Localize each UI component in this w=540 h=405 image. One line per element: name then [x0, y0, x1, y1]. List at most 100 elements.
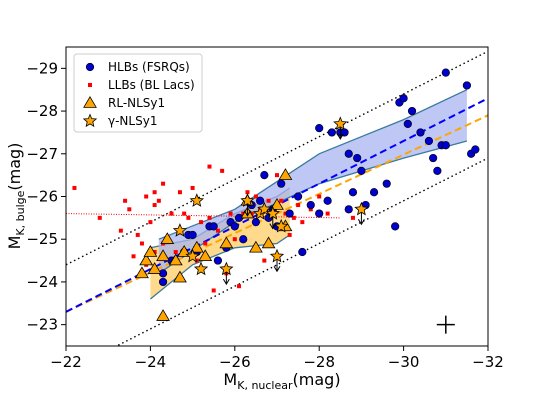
llb-point	[156, 198, 161, 203]
llb-point	[241, 211, 246, 216]
hlb-point	[348, 188, 358, 197]
llb-point	[152, 250, 157, 255]
legend-llb-label: LLBs (BL Lacs)	[108, 78, 195, 92]
hlb-point	[213, 256, 223, 265]
upper-limit-arrowhead	[336, 133, 344, 140]
hlb-point	[260, 171, 269, 180]
rl-nlsy1-point	[135, 266, 149, 279]
llb-point	[207, 164, 212, 169]
upper-limit-arrowhead	[357, 219, 365, 226]
hlb-point	[353, 153, 362, 163]
llb-point	[283, 211, 288, 216]
y-tick-label: −28	[26, 102, 58, 120]
llb-point	[220, 168, 225, 173]
llb-point	[203, 241, 208, 246]
legend-gamma-nlsy1-marker	[82, 113, 98, 128]
llb-point	[148, 220, 153, 225]
hlb-point	[239, 235, 248, 244]
llb-point	[152, 203, 157, 208]
llb-point	[207, 215, 212, 220]
gamma-nlsy1-point	[172, 223, 188, 237]
llb-point	[300, 220, 305, 225]
hlb-point	[407, 106, 417, 116]
hlb-point	[441, 68, 450, 77]
llb-fit-line	[66, 213, 341, 219]
x-tick-label: −28	[303, 353, 335, 371]
rl-nlsy1-point	[189, 240, 204, 253]
hlb-point	[323, 196, 332, 205]
rl-nlsy1-point	[156, 309, 170, 321]
hlb-point	[399, 94, 408, 103]
llb-point	[194, 258, 199, 263]
llb-point	[325, 211, 330, 216]
hlb-point	[209, 222, 218, 231]
rl-nlsy1-point	[198, 249, 213, 262]
llb-point	[266, 198, 271, 203]
upper-limit-arrowhead	[222, 278, 230, 286]
rl-nlsy1-point	[219, 236, 234, 249]
y-axis-label: MK, bulge(mag)	[5, 143, 27, 250]
hlb-point	[416, 128, 425, 137]
llb-point	[308, 207, 313, 212]
rl-nlsy1-point	[139, 253, 154, 266]
gamma-nlsy1-point	[185, 248, 200, 263]
legend-hlb-marker	[85, 62, 95, 72]
llb-point	[169, 211, 174, 216]
hlb-point	[462, 81, 472, 90]
llb-point	[249, 211, 254, 216]
llb-point	[177, 190, 182, 195]
rl-nlsy1-point	[173, 270, 187, 283]
llb-point	[131, 254, 136, 259]
llb-point	[317, 194, 322, 199]
rl-nlsy1-point	[177, 245, 192, 257]
hlb-point	[344, 149, 353, 158]
hlb-point	[315, 209, 324, 218]
hlb-point	[424, 136, 434, 146]
llb-point	[123, 198, 128, 203]
rl-nlsy1-point	[261, 236, 276, 249]
x-tick-label: −32	[472, 353, 504, 371]
llb-point	[228, 211, 233, 216]
llb-point	[127, 207, 132, 212]
hlb-point	[256, 196, 265, 205]
hlb-point	[277, 179, 286, 188]
llb-point	[232, 237, 237, 242]
llb-point	[161, 181, 166, 186]
gamma-nlsy1-point	[354, 201, 369, 216]
hlb-point	[285, 209, 294, 218]
llb-point	[350, 215, 355, 220]
hlb-point	[357, 166, 366, 175]
legend-gamma-nlsy1-label: γ-NLSy1	[108, 114, 157, 128]
x-tick-label: −30	[388, 353, 420, 371]
llb-point	[253, 194, 258, 199]
hlb-point	[471, 145, 480, 154]
gamma-nlsy1-point	[333, 116, 348, 130]
x-tick-label: −24	[135, 353, 167, 371]
hlb-point	[382, 179, 391, 188]
hlb-point	[306, 200, 315, 210]
llb-point	[291, 215, 296, 220]
rl-nlsy1-point	[168, 253, 183, 266]
llb-point	[199, 220, 204, 225]
llb-point	[118, 228, 123, 233]
rl-nlsy1-point	[278, 168, 293, 180]
llb-point	[245, 190, 250, 195]
llb-point	[287, 232, 292, 237]
hlb-point	[298, 247, 307, 257]
rl-nlsy1-point	[147, 262, 162, 274]
hlb-point	[327, 128, 336, 137]
legend-box	[73, 53, 203, 133]
gamma-nlsy1-point	[240, 193, 255, 207]
llb-point	[139, 241, 144, 246]
llb-point	[190, 185, 195, 190]
hlb-point	[158, 277, 168, 287]
llb-point	[279, 198, 284, 203]
hlb-point	[294, 192, 303, 201]
hlb-point	[188, 230, 197, 240]
llb-point	[72, 185, 77, 190]
hlb-point	[441, 141, 450, 150]
gamma-nlsy1-point	[274, 218, 289, 233]
llb-point	[211, 288, 216, 293]
hlb-point	[315, 124, 324, 133]
